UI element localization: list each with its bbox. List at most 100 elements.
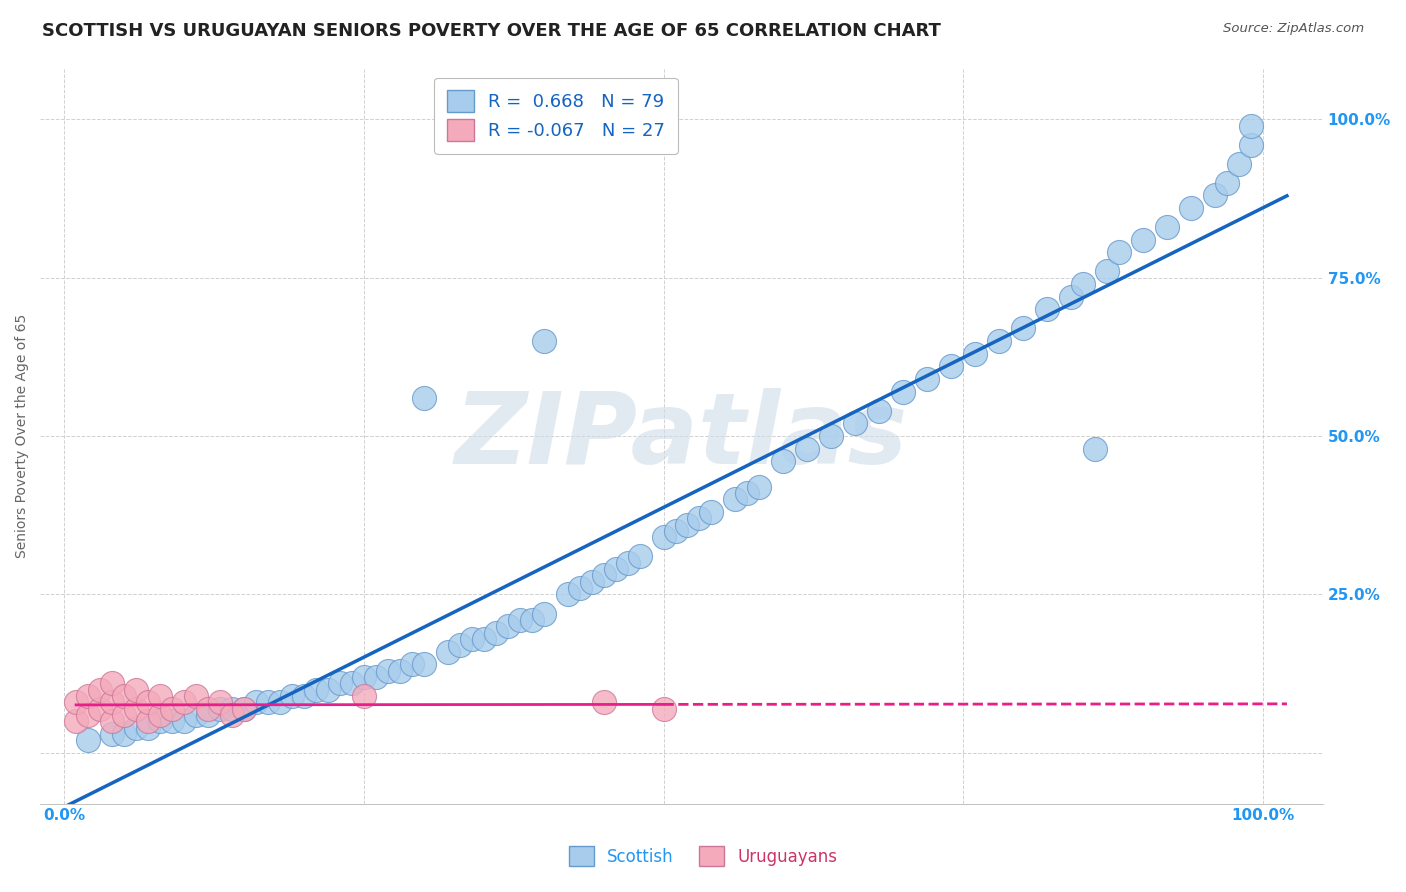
Point — [125, 721, 148, 735]
Point — [149, 689, 172, 703]
Point — [737, 486, 759, 500]
Point — [125, 682, 148, 697]
Point — [173, 695, 195, 709]
Point — [1132, 233, 1154, 247]
Point — [533, 607, 555, 621]
Text: Source: ZipAtlas.com: Source: ZipAtlas.com — [1223, 22, 1364, 36]
Point — [329, 676, 352, 690]
Point — [173, 714, 195, 729]
Point — [868, 403, 890, 417]
Point — [77, 689, 100, 703]
Point — [509, 613, 531, 627]
Point — [89, 701, 111, 715]
Point — [664, 524, 686, 538]
Point — [592, 568, 614, 582]
Point — [208, 701, 231, 715]
Point — [1204, 188, 1226, 202]
Point — [917, 372, 939, 386]
Point — [724, 492, 747, 507]
Point — [676, 517, 699, 532]
Point — [796, 442, 818, 456]
Point — [1095, 264, 1118, 278]
Point — [112, 727, 135, 741]
Point — [1071, 277, 1094, 291]
Point — [401, 657, 423, 672]
Point — [1012, 321, 1035, 335]
Point — [281, 689, 304, 703]
Point — [688, 511, 710, 525]
Point — [820, 429, 842, 443]
Point — [1240, 119, 1263, 133]
Point — [412, 391, 434, 405]
Point — [340, 676, 363, 690]
Point — [472, 632, 495, 646]
Point — [112, 707, 135, 722]
Point — [377, 664, 399, 678]
Point — [184, 707, 207, 722]
Point — [1180, 201, 1202, 215]
Point — [772, 454, 794, 468]
Point — [965, 347, 987, 361]
Text: SCOTTISH VS URUGUAYAN SENIORS POVERTY OVER THE AGE OF 65 CORRELATION CHART: SCOTTISH VS URUGUAYAN SENIORS POVERTY OV… — [42, 22, 941, 40]
Point — [485, 625, 508, 640]
Point — [700, 505, 723, 519]
Point — [353, 670, 375, 684]
Point — [652, 531, 675, 545]
Y-axis label: Seniors Poverty Over the Age of 65: Seniors Poverty Over the Age of 65 — [15, 314, 30, 558]
Point — [568, 581, 591, 595]
Point — [557, 587, 579, 601]
Point — [316, 682, 339, 697]
Point — [436, 644, 458, 658]
Point — [844, 417, 866, 431]
Point — [269, 695, 291, 709]
Point — [496, 619, 519, 633]
Point — [412, 657, 434, 672]
Point — [101, 714, 124, 729]
Point — [77, 733, 100, 747]
Point — [221, 701, 243, 715]
Point — [208, 695, 231, 709]
Point — [388, 664, 411, 678]
Point — [221, 707, 243, 722]
Point — [65, 714, 87, 729]
Point — [581, 574, 603, 589]
Point — [364, 670, 387, 684]
Point — [941, 359, 963, 374]
Point — [197, 707, 219, 722]
Point — [616, 556, 638, 570]
Point — [160, 701, 183, 715]
Point — [533, 334, 555, 348]
Point — [460, 632, 482, 646]
Point — [232, 701, 254, 715]
Point — [184, 689, 207, 703]
Point — [652, 701, 675, 715]
Point — [1108, 245, 1130, 260]
Point — [353, 689, 375, 703]
Point — [292, 689, 315, 703]
Point — [77, 707, 100, 722]
Point — [605, 562, 627, 576]
Point — [891, 384, 914, 399]
Point — [1240, 137, 1263, 152]
Point — [136, 695, 159, 709]
Point — [232, 701, 254, 715]
Legend: R =  0.668   N = 79, R = -0.067   N = 27: R = 0.668 N = 79, R = -0.067 N = 27 — [434, 78, 678, 154]
Point — [520, 613, 543, 627]
Point — [1036, 302, 1059, 317]
Point — [1084, 442, 1107, 456]
Point — [449, 638, 471, 652]
Point — [257, 695, 280, 709]
Point — [1156, 219, 1178, 234]
Point — [245, 695, 267, 709]
Point — [305, 682, 328, 697]
Point — [628, 549, 651, 564]
Point — [136, 714, 159, 729]
Point — [136, 721, 159, 735]
Point — [197, 701, 219, 715]
Point — [1227, 156, 1250, 170]
Point — [125, 701, 148, 715]
Point — [149, 714, 172, 729]
Point — [988, 334, 1011, 348]
Point — [65, 695, 87, 709]
Point — [1060, 290, 1083, 304]
